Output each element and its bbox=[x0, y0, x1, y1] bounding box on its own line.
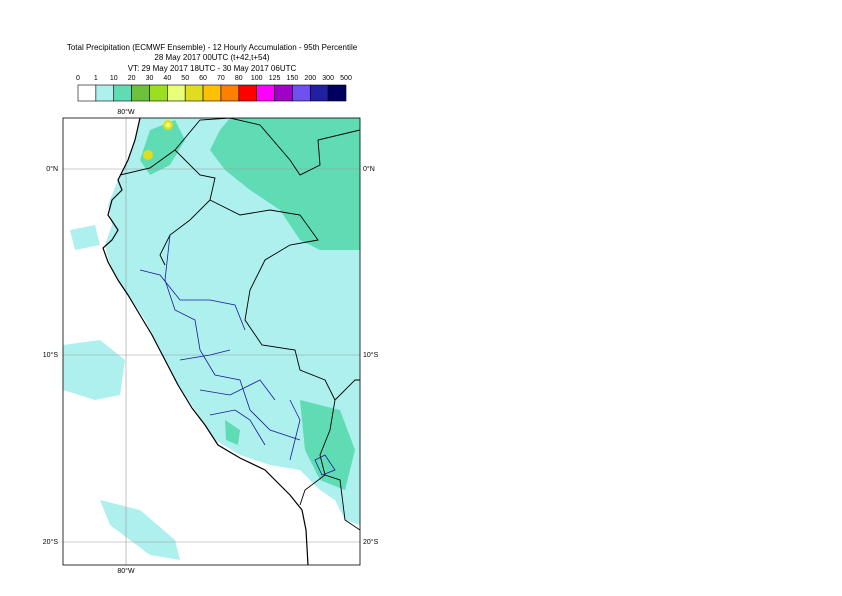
legend-swatch bbox=[238, 84, 257, 102]
legend-swatch bbox=[292, 84, 311, 102]
country-border bbox=[334, 379, 360, 401]
country-border bbox=[324, 474, 360, 531]
map-frame bbox=[62, 117, 361, 566]
precip-area bbox=[300, 400, 355, 490]
precip-spot bbox=[143, 150, 153, 160]
admin-border bbox=[139, 269, 301, 461]
country-border bbox=[119, 149, 216, 266]
legend-label: 70 bbox=[217, 75, 225, 82]
legend-label: 0 bbox=[76, 75, 80, 82]
legend-label: 10 bbox=[110, 75, 118, 82]
legend-swatch bbox=[131, 84, 150, 102]
precip-area bbox=[70, 225, 100, 250]
precip-area bbox=[225, 420, 240, 445]
legend-swatch bbox=[220, 84, 240, 102]
country-border bbox=[209, 199, 336, 506]
lat-label: 10°S bbox=[363, 351, 379, 359]
lat-label: 0°N bbox=[46, 165, 58, 173]
legend-label: 1 bbox=[94, 75, 98, 82]
legend-swatch bbox=[202, 84, 222, 102]
legend-swatch bbox=[167, 84, 186, 102]
legend-label: 100 bbox=[251, 75, 263, 82]
legend-label: 125 bbox=[269, 75, 281, 82]
legend-label: 300 bbox=[322, 75, 334, 82]
lake bbox=[314, 454, 336, 476]
legend-label: 150 bbox=[287, 75, 299, 82]
legend-label: 80 bbox=[235, 75, 243, 82]
legend-label: 40 bbox=[163, 75, 171, 82]
title-line: Total Precipitation (ECMWF Ensemble) - 1… bbox=[67, 43, 358, 52]
legend-label: 50 bbox=[181, 75, 189, 82]
lon-label: 80°W bbox=[117, 108, 135, 116]
legend-swatch bbox=[184, 84, 204, 102]
legend-label: 30 bbox=[146, 75, 154, 82]
precip-area bbox=[210, 118, 360, 250]
legend-swatch bbox=[327, 84, 347, 102]
title-line: VT: 29 May 2017 18UTC - 30 May 2017 06UT… bbox=[128, 64, 297, 73]
legend-swatch bbox=[77, 84, 97, 102]
lat-label: 20°S bbox=[363, 538, 379, 546]
legend: 0 1 10 20 30 40 50 60 70 80 100 125 150 200 300 500 bbox=[76, 75, 352, 102]
lon-label: 80°W bbox=[117, 567, 135, 575]
legend-label: 500 bbox=[340, 75, 352, 82]
lat-label: 20°S bbox=[43, 538, 59, 546]
legend-swatch bbox=[309, 84, 329, 102]
title-line: 28 May 2017 00UTC (t+42,t+54) bbox=[154, 53, 270, 62]
precip-spot bbox=[165, 122, 171, 128]
precip-area bbox=[100, 500, 180, 560]
legend-swatch bbox=[149, 84, 168, 102]
map: 80°W 80°W 0°N 0°N 10°S 10°S 20°S 20°S bbox=[43, 108, 379, 575]
legend-swatch bbox=[113, 84, 132, 102]
coastline bbox=[102, 118, 309, 565]
precip-area bbox=[140, 120, 185, 175]
legend-label: 60 bbox=[199, 75, 207, 82]
legend-label: 20 bbox=[128, 75, 136, 82]
lat-label: 10°S bbox=[43, 351, 59, 359]
legend-swatch bbox=[274, 84, 293, 102]
lat-label: 0°N bbox=[363, 165, 375, 173]
country-border bbox=[174, 118, 360, 176]
legend-swatch bbox=[256, 84, 275, 102]
admin-border bbox=[164, 234, 301, 441]
legend-label: 200 bbox=[304, 75, 316, 82]
legend-swatch bbox=[95, 84, 115, 102]
